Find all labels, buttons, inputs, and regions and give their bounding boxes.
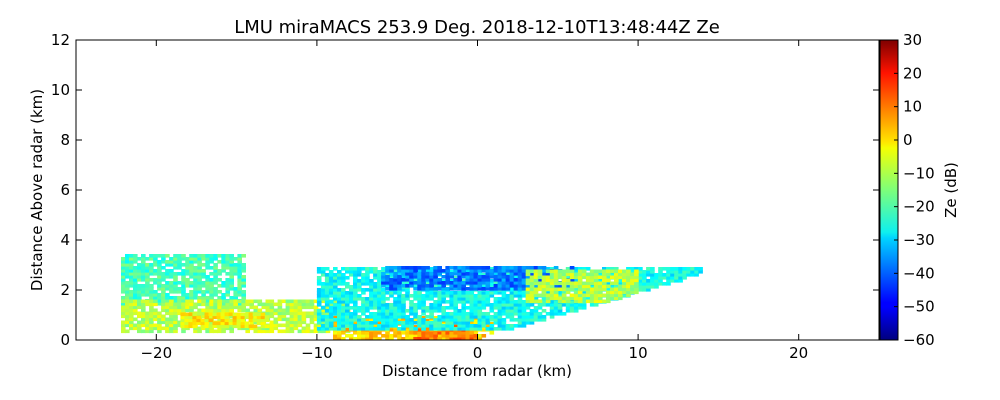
x-tick-label: −20	[140, 344, 172, 362]
colorbar-tick-label: −40	[903, 264, 935, 282]
y-tick-label: 4	[60, 231, 70, 249]
echo-region-left-cloud-core	[180, 312, 270, 329]
x-axis-label: Distance from radar (km)	[382, 362, 572, 380]
colorbar-tick-label: 30	[903, 31, 922, 49]
echo-region-right-cloud-core	[525, 269, 639, 304]
y-tick-label: 2	[60, 281, 70, 299]
colorbar-tick-label: −60	[903, 331, 935, 349]
colorbar-tick-label: −50	[903, 298, 935, 316]
y-tick-label: 8	[60, 131, 70, 149]
colorbar-tick-label: −20	[903, 198, 935, 216]
x-tick-label: 0	[473, 344, 483, 362]
colorbar-tick-label: 10	[903, 98, 922, 116]
x-tick-label: 10	[629, 344, 648, 362]
y-tick-label: 6	[60, 181, 70, 199]
colorbar-tick-label: −30	[903, 231, 935, 249]
chart-title: LMU miraMACS 253.9 Deg. 2018-12-10T13:48…	[234, 17, 720, 38]
x-tick-label: 20	[789, 344, 808, 362]
colorbar-tick-label: 0	[903, 131, 913, 149]
colorbar-label: Ze (dB)	[942, 162, 960, 218]
y-tick-label: 0	[60, 331, 70, 349]
y-axis: 0 2 4 6 8 10 12	[51, 31, 879, 349]
y-tick-label: 10	[51, 81, 70, 99]
colorbar	[879, 39, 899, 341]
colorbar-tick-label: 20	[903, 64, 922, 82]
colorbar-axis: 30 20 10 0 −10 −20 −30 −40 −50 −60	[894, 31, 935, 349]
x-tick-label: −10	[301, 344, 333, 362]
y-tick-label: 12	[51, 31, 70, 49]
colorbar-tick-label: −10	[903, 164, 935, 182]
x-axis: −20 −10 0 10 20	[140, 40, 808, 362]
radar-echo-field	[121, 254, 703, 340]
y-axis-label: Distance Above radar (km)	[28, 89, 46, 291]
